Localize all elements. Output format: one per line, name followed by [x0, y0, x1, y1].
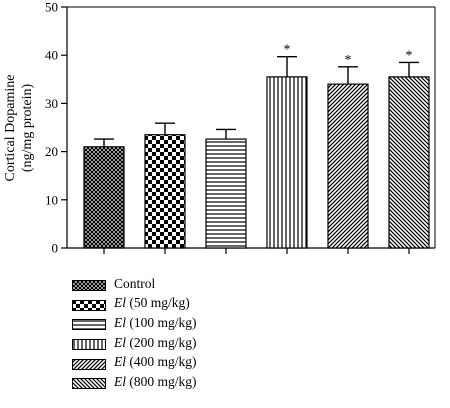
legend-label-name-3: (200 mg/kg) [126, 334, 197, 350]
legend-label-5: El (800 mg/kg) [114, 373, 197, 389]
legend-swatch-3 [72, 337, 106, 351]
legend: Control El (50 mg/kg) El (100 mg/kg) El (20… [72, 274, 197, 392]
y-tick-label-4: 40 [45, 48, 58, 63]
significance-marker-3: * [284, 43, 291, 58]
legend-label-name-2: (100 mg/kg) [126, 314, 197, 330]
legend-item-1: El (50 mg/kg) [72, 294, 197, 314]
legend-label-prefix-5: El [114, 373, 126, 389]
tick-labels: 0 10 20 30 40 50 * * * [45, 0, 413, 256]
y-tick-label-3: 30 [45, 96, 58, 111]
legend-label-prefix-3: El [114, 334, 126, 350]
legend-label-prefix-2: El [114, 314, 126, 330]
legend-label-1: El (50 mg/kg) [114, 296, 190, 310]
legend-item-2: El (100 mg/kg) [72, 313, 197, 333]
legend-swatch-5 [72, 376, 106, 390]
legend-label-4: El (400 mg/kg) [114, 355, 197, 369]
legend-label-prefix-1: El [114, 295, 126, 311]
legend-swatch-0 [72, 278, 106, 292]
legend-item-4: El (400 mg/kg) [72, 352, 197, 372]
y-axis-label-line2: (ng/mg protein) [20, 84, 35, 173]
legend-label-name-5: (800 mg/kg) [126, 373, 197, 389]
y-axis-label: Cortical Dopamine (ng/mg protein) [0, 0, 40, 265]
legend-label-name-1: (50 mg/kg) [126, 295, 190, 311]
bar-3 [266, 76, 308, 249]
bar-4 [327, 83, 369, 249]
legend-label-0: Control [114, 275, 156, 291]
axes [61, 6, 436, 254]
y-tick-label-2: 20 [45, 144, 58, 159]
legend-item-0: Control [72, 274, 197, 294]
legend-swatch-1 [72, 298, 106, 311]
legend-label-prefix-4: El [114, 354, 126, 370]
legend-label-2: El (100 mg/kg) [114, 314, 197, 330]
y-tick-label-0: 0 [52, 241, 59, 256]
legend-item-5: El (800 mg/kg) [72, 372, 197, 392]
bar-chart: 0 10 20 30 40 50 * * * [45, 0, 436, 256]
legend-label-name-4: (400 mg/kg) [126, 354, 197, 370]
y-axis-label-line1: Cortical Dopamine [3, 75, 18, 182]
legend-label-3: El (200 mg/kg) [114, 334, 197, 350]
y-tick-label-1: 10 [45, 192, 58, 207]
y-tick-label-5: 50 [45, 0, 58, 15]
legend-swatch-2 [72, 317, 106, 331]
bar-5 [388, 76, 430, 249]
bar-2 [205, 138, 247, 249]
significance-marker-5: * [406, 48, 413, 63]
bar-0 [83, 146, 125, 249]
legend-swatch-4 [72, 357, 106, 370]
bar-1 [144, 134, 186, 249]
legend-item-3: El (200 mg/kg) [72, 333, 197, 353]
significance-marker-4: * [345, 53, 352, 68]
bars [83, 55, 430, 249]
legend-label-name-0: Control [114, 275, 156, 291]
